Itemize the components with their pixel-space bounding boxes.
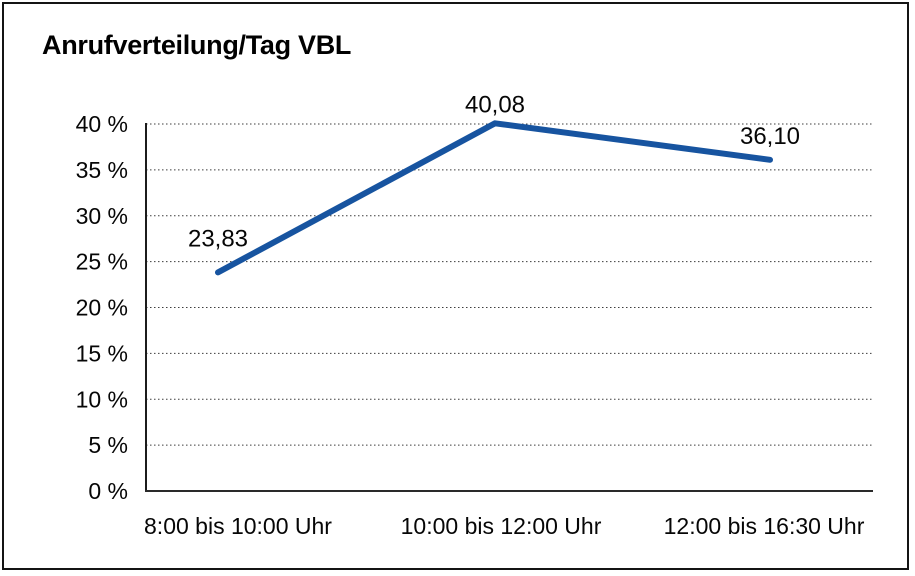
y-tick-label: 25 % <box>76 249 128 275</box>
x-tick-label: 12:00 bis 16:30 Uhr <box>664 513 865 539</box>
chart-title: Anrufverteilung/Tag VBL <box>42 30 352 60</box>
y-tick-label: 5 % <box>88 432 128 458</box>
y-tick-label: 20 % <box>76 295 128 321</box>
y-tick-label: 0 % <box>88 478 128 504</box>
chart-frame: Anrufverteilung/Tag VBL <box>2 2 909 570</box>
y-tick-label: 10 % <box>76 386 128 412</box>
y-tick-label: 35 % <box>76 157 128 183</box>
series-line <box>215 120 773 276</box>
x-tick-label: 10:00 bis 12:00 Uhr <box>401 513 602 539</box>
y-tick-label: 40 % <box>76 111 128 137</box>
data-label: 23,83 <box>188 225 248 252</box>
y-tick-label: 15 % <box>76 340 128 366</box>
x-tick-label: 8:00 bis 10:00 Uhr <box>144 513 332 539</box>
y-tick-label: 30 % <box>76 203 128 229</box>
data-label: 36,10 <box>740 123 800 150</box>
data-label: 40,08 <box>465 91 525 118</box>
